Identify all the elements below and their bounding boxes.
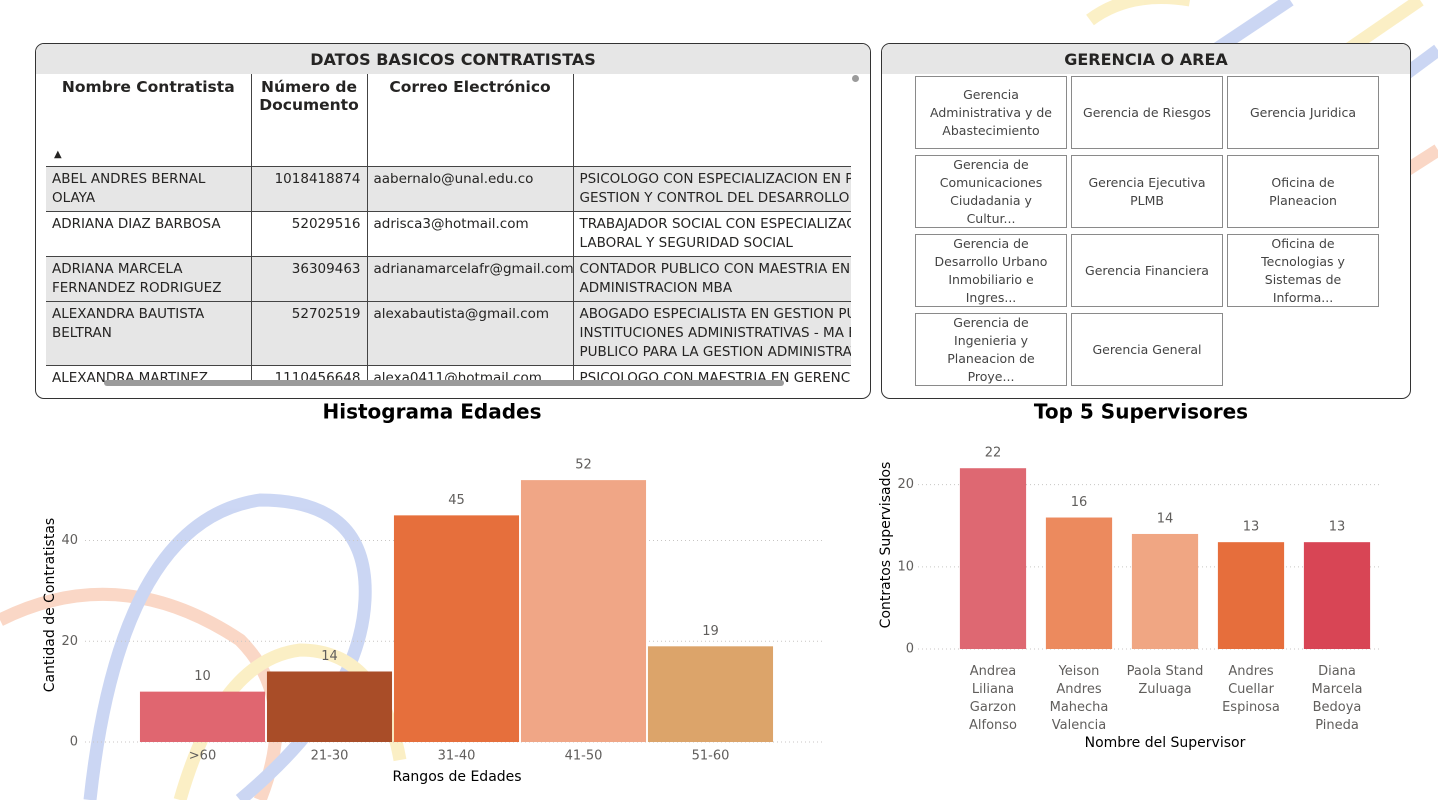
- y-tick-label: 20: [61, 634, 78, 649]
- bar: [1131, 533, 1199, 649]
- x-tick-label: 41-50: [565, 749, 603, 764]
- data-label: 14: [321, 649, 338, 664]
- table-cell: 36309463: [251, 256, 368, 302]
- slicer-grid: Gerencia Administrativa y de Abastecimie…: [915, 76, 1379, 386]
- table-row[interactable]: ADRIANA DIAZ BARBOSA 52029516 adrisca3@hot…: [46, 211, 851, 257]
- chart-title: Histograma Edades: [322, 400, 541, 424]
- data-label: 16: [1071, 495, 1088, 510]
- table-row[interactable]: ALEXANDRA BAUTISTA BELTRAN 52702519 alexab…: [46, 301, 851, 366]
- slicer-tile[interactable]: Gerencia Financiera: [1071, 234, 1223, 307]
- x-tick-label: 21-30: [311, 749, 349, 764]
- slicer-tile[interactable]: Gerencia de Ingenieria y Planeacion de P…: [915, 313, 1067, 386]
- column-header[interactable]: Nombre Contratista ▲: [46, 74, 252, 167]
- bar: [647, 646, 774, 742]
- y-tick-label: 0: [906, 642, 914, 657]
- data-label: 22: [985, 446, 1002, 461]
- table-cell: TRABAJADOR SOCIAL CON ESPECIALIZAC DEREC…: [573, 211, 851, 257]
- table-cell: PSICOLOGO CON ESPECIALIZACION EN PLANEAC…: [573, 166, 851, 212]
- table-row[interactable]: ALEXANDRA MARTINEZ 1110456648 alexa0411@ho…: [46, 365, 851, 382]
- y-axis-label: Cantidad de Contratistas: [42, 518, 58, 692]
- table-title: DATOS BASICOS CONTRATISTAS: [36, 44, 870, 74]
- slicer-tile[interactable]: Gerencia Juridica: [1227, 76, 1379, 149]
- slicer-tile[interactable]: Gerencia Ejecutiva PLMB: [1071, 155, 1223, 228]
- table-cell: adrisca3@hotmail.com: [367, 211, 574, 257]
- slicer-tile[interactable]: Oficina de Planeacion: [1227, 155, 1379, 228]
- slicer-title: GERENCIA O AREA: [882, 44, 1410, 74]
- table-cell: aabernalo@unal.edu.co: [367, 166, 574, 212]
- table-cell: CONTADOR PUBLICO CON MAESTRIA EN ADMINIS…: [573, 256, 851, 302]
- table-cell: PSICOLOGO CON MAESTRIA EN GERENC: [573, 365, 851, 382]
- x-tick-label: Paola Stand Zuluaga: [1127, 664, 1204, 697]
- data-label: 10: [194, 669, 211, 684]
- table-cell: ADRIANA MARCELA FERNANDEZ RODRIGUEZ: [46, 256, 252, 302]
- chart-title: Top 5 Supervisores: [1034, 400, 1248, 424]
- slicer-tile[interactable]: Gerencia General: [1071, 313, 1223, 386]
- column-header[interactable]: Número de Documento: [251, 74, 368, 167]
- slicer-tile[interactable]: Gerencia de Comunicaciones Ciudadania y …: [915, 155, 1067, 228]
- h-scrollbar[interactable]: [104, 380, 784, 386]
- table-cell: alexabautista@gmail.com: [367, 301, 574, 366]
- slicer-tile[interactable]: Gerencia de Riesgos: [1071, 76, 1223, 149]
- data-label: 13: [1329, 520, 1346, 535]
- table-cell: 52029516: [251, 211, 368, 257]
- table-scroll[interactable]: Nombre Contratista ▲ Número de Documento Co…: [46, 74, 851, 382]
- y-tick-label: 0: [70, 735, 78, 750]
- table-cell: ABOGADO ESPECIALISTA EN GESTION PU INSTI…: [573, 301, 851, 366]
- data-label: 14: [1157, 511, 1174, 526]
- data-label: 52: [575, 458, 592, 473]
- table-cell: ADRIANA DIAZ BARBOSA: [46, 211, 252, 257]
- slicer-tile[interactable]: Gerencia Administrativa y de Abastecimie…: [915, 76, 1067, 149]
- table: Nombre Contratista ▲ Número de Documento Co…: [46, 74, 851, 382]
- v-scrollbar[interactable]: [852, 75, 859, 82]
- x-tick-label: >60: [189, 749, 216, 764]
- data-label: 13: [1243, 520, 1260, 535]
- table-cell: 52702519: [251, 301, 368, 366]
- column-header[interactable]: Correo Electrónico: [367, 74, 574, 167]
- slicer-panel: GERENCIA O AREA Gerencia Administrativa …: [881, 43, 1411, 399]
- table-cell: ALEXANDRA MARTINEZ: [46, 365, 252, 382]
- x-axis-label: Rangos de Edades: [392, 769, 521, 785]
- x-tick-label: Diana Marcela Bedoya Pineda: [1312, 664, 1363, 733]
- x-tick-label: 31-40: [438, 749, 476, 764]
- table-cell: adrianamarcelafr@gmail.com: [367, 256, 574, 302]
- x-tick-label: Yeison Andres Mahecha Valencia: [1050, 664, 1109, 733]
- table-cell: 1018418874: [251, 166, 368, 212]
- x-tick-label: Andrea Liliana Garzon Alfonso: [969, 664, 1017, 733]
- table-cell: ALEXANDRA BAUTISTA BELTRAN: [46, 301, 252, 366]
- bar: [1045, 517, 1113, 649]
- table-cell: alexa0411@hotmail.com: [367, 365, 574, 382]
- column-header[interactable]: Profesión: [573, 74, 851, 167]
- table-row[interactable]: ADRIANA MARCELA FERNANDEZ RODRIGUEZ 36309…: [46, 256, 851, 302]
- x-axis-label: Nombre del Supervisor: [1085, 735, 1246, 751]
- x-tick-label: 51-60: [692, 749, 730, 764]
- y-tick-label: 10: [897, 559, 914, 574]
- slicer-tile[interactable]: Oficina de Tecnologias y Sistemas de Inf…: [1227, 234, 1379, 307]
- bar: [266, 671, 393, 742]
- y-tick-label: 40: [61, 533, 78, 548]
- data-label: 45: [448, 493, 465, 508]
- bar: [393, 515, 520, 742]
- bar: [139, 691, 266, 742]
- table-cell: 1110456648: [251, 365, 368, 382]
- bar: [1217, 542, 1285, 649]
- data-label: 19: [702, 624, 719, 639]
- x-tick-label: Andres Cuellar Espinosa: [1222, 664, 1280, 715]
- sort-icon: ▲: [54, 149, 62, 160]
- table-panel: DATOS BASICOS CONTRATISTAS Nombre Contra…: [35, 43, 871, 399]
- slicer-tile[interactable]: Gerencia de Desarrollo Urbano Inmobiliar…: [915, 234, 1067, 307]
- bar: [1303, 542, 1371, 649]
- table-row[interactable]: ABEL ANDRES BERNAL OLAYA 1018418874 aabern…: [46, 166, 851, 212]
- bar: [959, 468, 1027, 649]
- table-cell: ABEL ANDRES BERNAL OLAYA: [46, 166, 252, 212]
- y-axis-label: Contratos Supervisados: [878, 462, 894, 629]
- bar: [520, 480, 647, 742]
- y-tick-label: 20: [897, 477, 914, 492]
